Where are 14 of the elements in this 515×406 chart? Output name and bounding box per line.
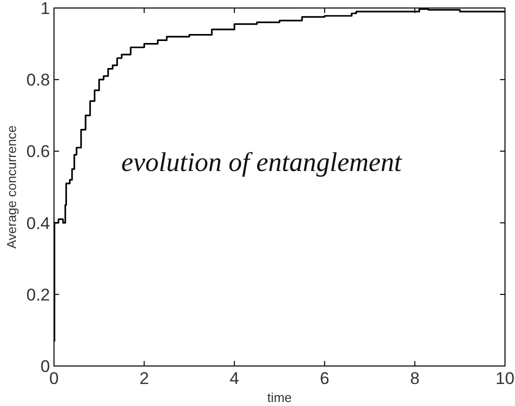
y-tick-label: 0.4 (26, 214, 50, 233)
x-tick-label: 6 (320, 369, 330, 388)
x-tick-label: 4 (230, 369, 240, 388)
annotation: evolution of entanglement (121, 146, 404, 177)
y-tick-label: 0 (40, 357, 50, 376)
y-tick-label: 0.8 (26, 70, 50, 90)
x-tick-label: 8 (410, 369, 420, 388)
x-tick-label: 2 (139, 369, 149, 388)
y-axis-title: Average concurrence (4, 125, 19, 249)
y-tick-label: 0.6 (26, 142, 50, 162)
y-tick-label: 0.2 (26, 285, 50, 304)
x-axis-title: time (267, 390, 292, 405)
y-tick-label: 1 (40, 0, 50, 18)
x-tick-label: 10 (496, 369, 514, 388)
